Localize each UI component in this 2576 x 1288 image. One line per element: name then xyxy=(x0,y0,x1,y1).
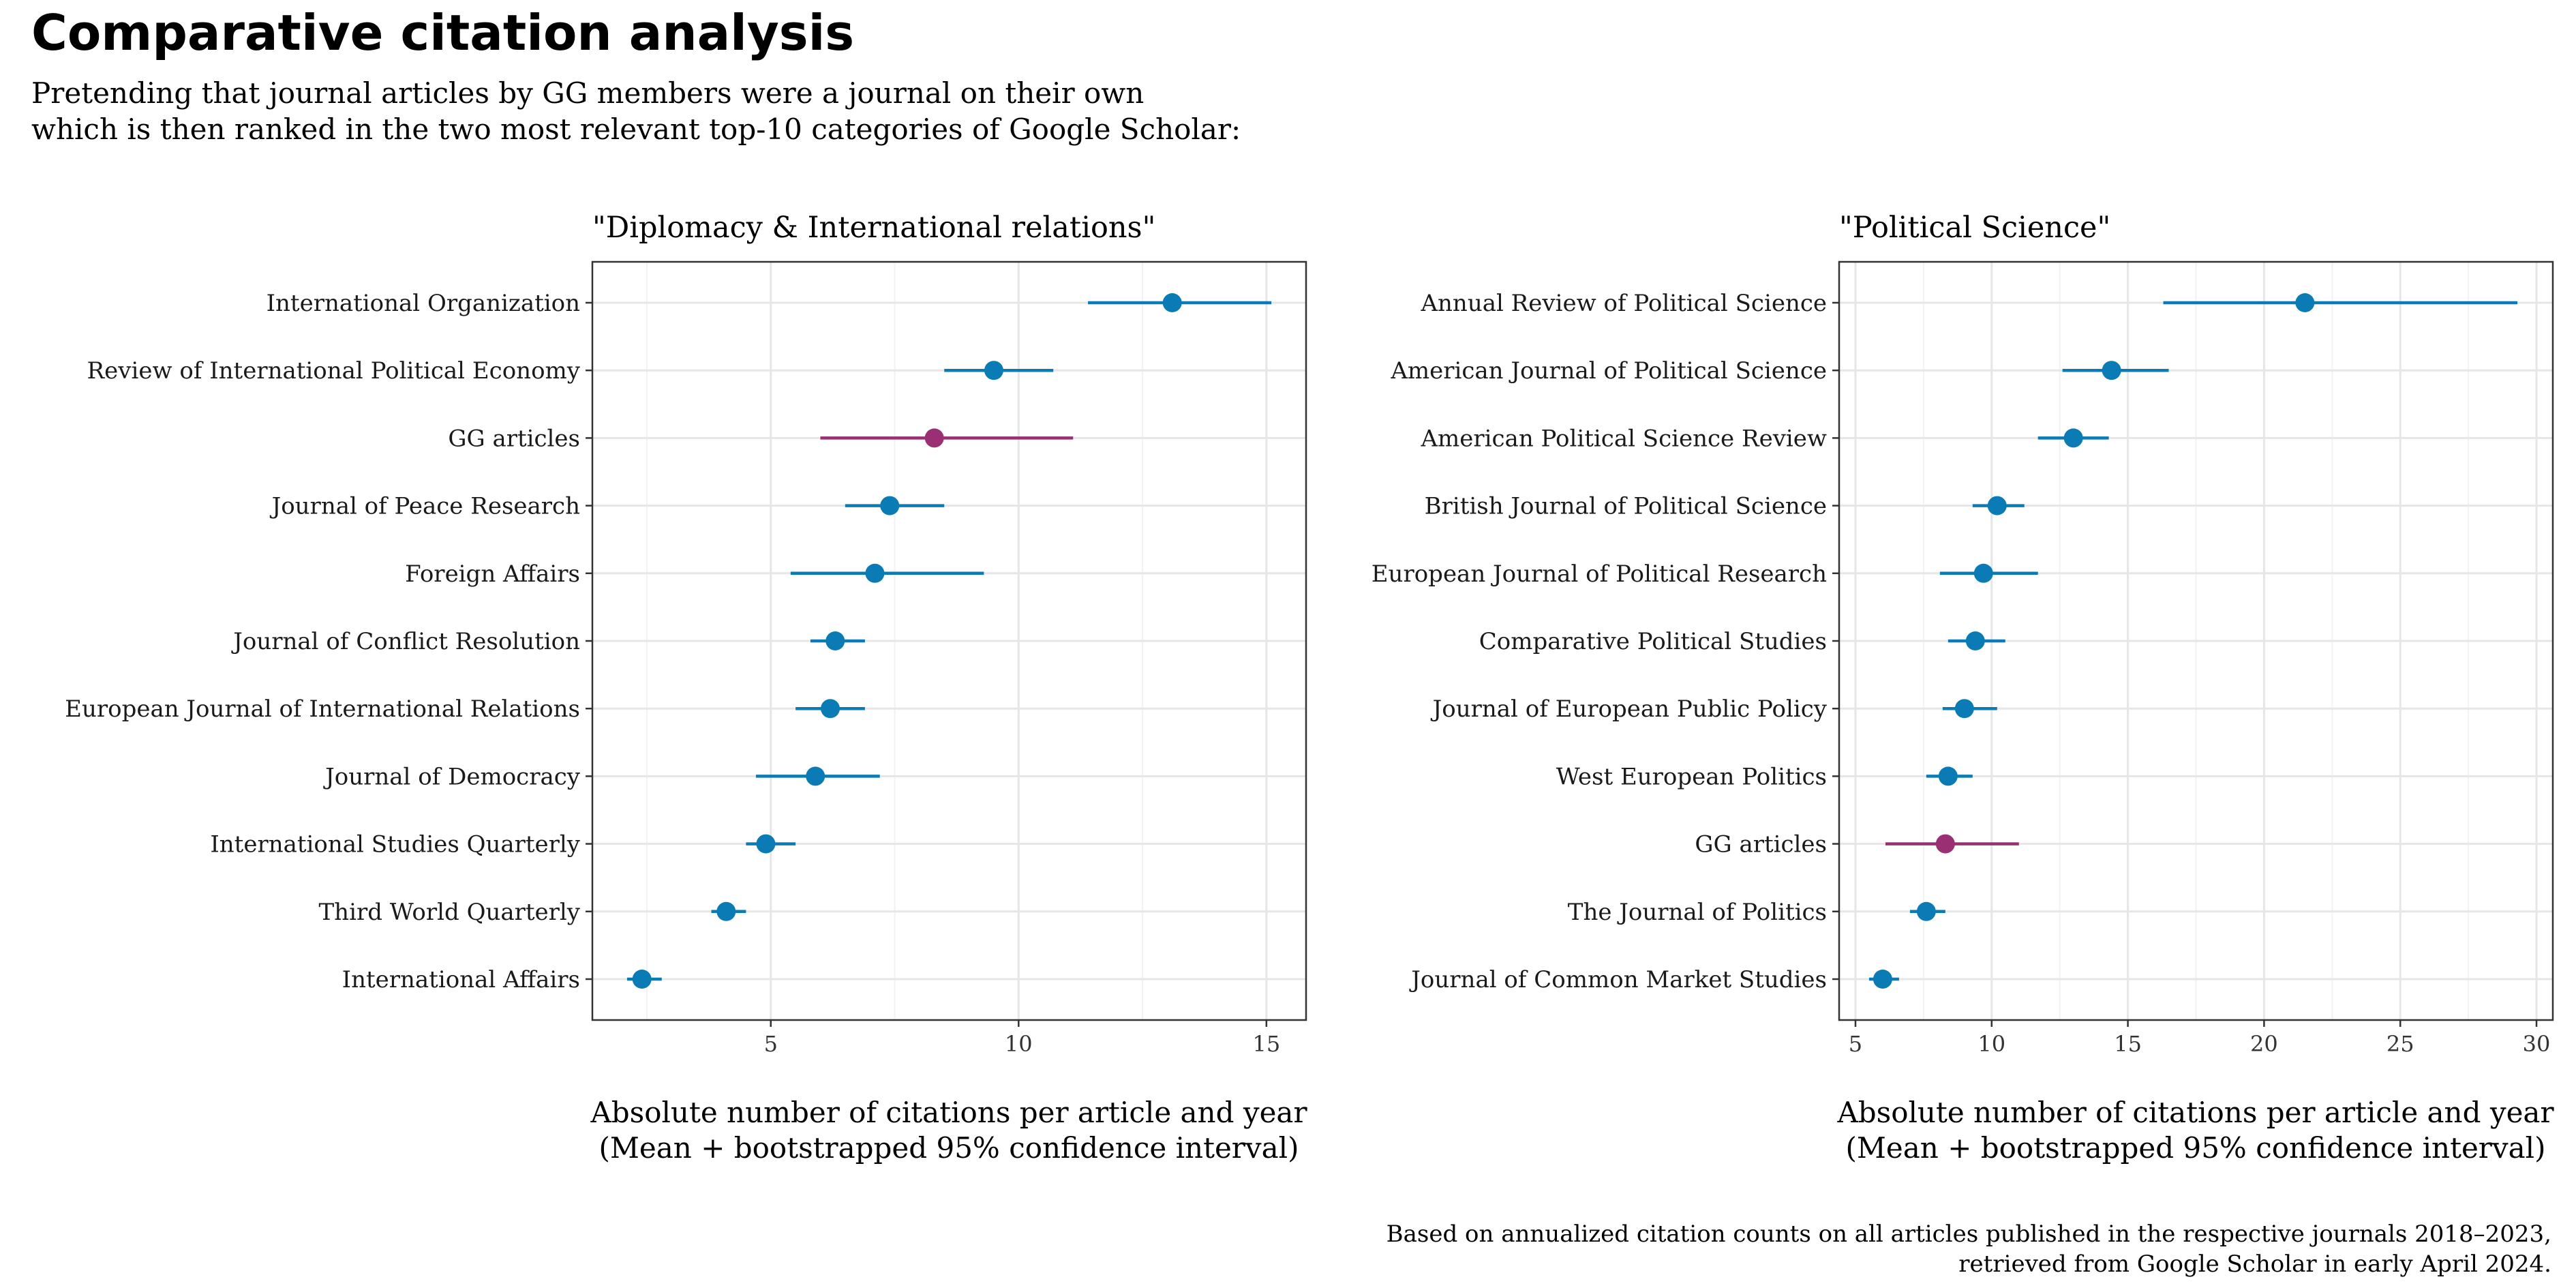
y-tick-label: West European Politics xyxy=(1556,763,1827,790)
mean-point xyxy=(1916,901,1936,921)
y-tick-label: American Political Science Review xyxy=(1420,425,1827,452)
mean-point xyxy=(865,563,885,583)
mean-point xyxy=(716,901,736,921)
y-tick-label: Journal of Peace Research xyxy=(270,493,580,520)
x-tick-label: 10 xyxy=(1978,1031,2005,1057)
mean-point xyxy=(880,496,900,515)
mean-point xyxy=(821,699,840,719)
mean-point xyxy=(756,834,776,854)
y-tick-label: Comparative Political Studies xyxy=(1479,628,1827,655)
chart-panel-diplomacy: 5 10 15 International Organization Review of… xyxy=(65,211,1307,1165)
source-caption: Based on annualized citation counts on a… xyxy=(1386,1220,2551,1278)
mean-point xyxy=(1965,631,1985,650)
x-tick-label: 10 xyxy=(1005,1031,1033,1057)
mean-point xyxy=(825,631,845,650)
mean-point xyxy=(2102,361,2121,380)
y-tick-label: GG articles xyxy=(1695,831,1827,858)
y-tick-label: Journal of European Public Policy xyxy=(1431,695,1828,723)
panel-title: "Political Science" xyxy=(1839,211,2110,245)
y-tick-label: Foreign Affairs xyxy=(405,560,580,588)
x-tick-label: 5 xyxy=(764,1031,778,1057)
x-tick-label: 15 xyxy=(2114,1031,2142,1057)
y-tick-label: European Journal of Political Research xyxy=(1372,560,1827,588)
mean-point xyxy=(806,766,825,786)
y-tick-label: International Studies Quarterly xyxy=(210,831,580,858)
gg-mean-point xyxy=(924,428,944,448)
x-axis-label: Absolute number of citations per article… xyxy=(590,1096,1307,1165)
page-title: Comparative citation analysis xyxy=(31,4,855,61)
x-tick-label: 5 xyxy=(1849,1031,1862,1057)
gg-mean-point xyxy=(1935,834,1955,854)
x-axis-label-line: Absolute number of citations per article… xyxy=(1836,1096,2554,1129)
y-tick-label: Journal of Conflict Resolution xyxy=(231,628,580,655)
mean-point xyxy=(1162,293,1182,312)
y-tick-label: Journal of Common Market Studies xyxy=(1409,966,1827,993)
x-tick-label: 25 xyxy=(2386,1031,2414,1057)
x-axis-label-line: (Mean + bootstrapped 95% confidence inte… xyxy=(1846,1131,2546,1165)
x-axis-label: Absolute number of citations per article… xyxy=(1836,1096,2554,1165)
mean-point xyxy=(984,361,1003,380)
x-axis-label-line: (Mean + bootstrapped 95% confidence inte… xyxy=(599,1131,1299,1165)
x-tick-label: 20 xyxy=(2250,1031,2278,1057)
x-axis-label-line: Absolute number of citations per article… xyxy=(590,1096,1307,1129)
mean-point xyxy=(1973,563,1993,583)
page-subtitle: Pretending that journal articles by GG m… xyxy=(31,76,1241,146)
chart-panel-political-science: 5 10 15 20 25 30 Annual Review of Political Sc… xyxy=(1372,211,2555,1165)
mean-point xyxy=(2295,293,2315,312)
y-tick-label: European Journal of International Relati… xyxy=(65,695,580,723)
y-tick-label: The Journal of Politics xyxy=(1568,899,1827,926)
mean-point xyxy=(1873,970,1892,989)
y-tick-label: International Organization xyxy=(267,290,580,317)
x-tick-label: 30 xyxy=(2523,1031,2551,1057)
y-tick-label: British Journal of Political Science xyxy=(1425,493,1827,520)
mean-point xyxy=(1938,766,1958,786)
mean-point xyxy=(632,970,652,989)
y-tick-label: Journal of Democracy xyxy=(323,763,581,790)
mean-point xyxy=(1987,496,2007,515)
y-tick-label: Third World Quarterly xyxy=(319,899,581,926)
mean-point xyxy=(2063,428,2083,448)
mean-point xyxy=(1954,699,1974,719)
panel-title: "Diplomacy & International relations" xyxy=(592,211,1155,245)
y-tick-label: International Affairs xyxy=(342,966,580,993)
y-tick-label: Annual Review of Political Science xyxy=(1420,290,1827,317)
x-tick-label: 15 xyxy=(1252,1031,1280,1057)
y-tick-label: GG articles xyxy=(448,425,580,452)
y-tick-label: American Journal of Political Science xyxy=(1390,357,1827,385)
y-tick-label: Review of International Political Econom… xyxy=(87,357,581,385)
